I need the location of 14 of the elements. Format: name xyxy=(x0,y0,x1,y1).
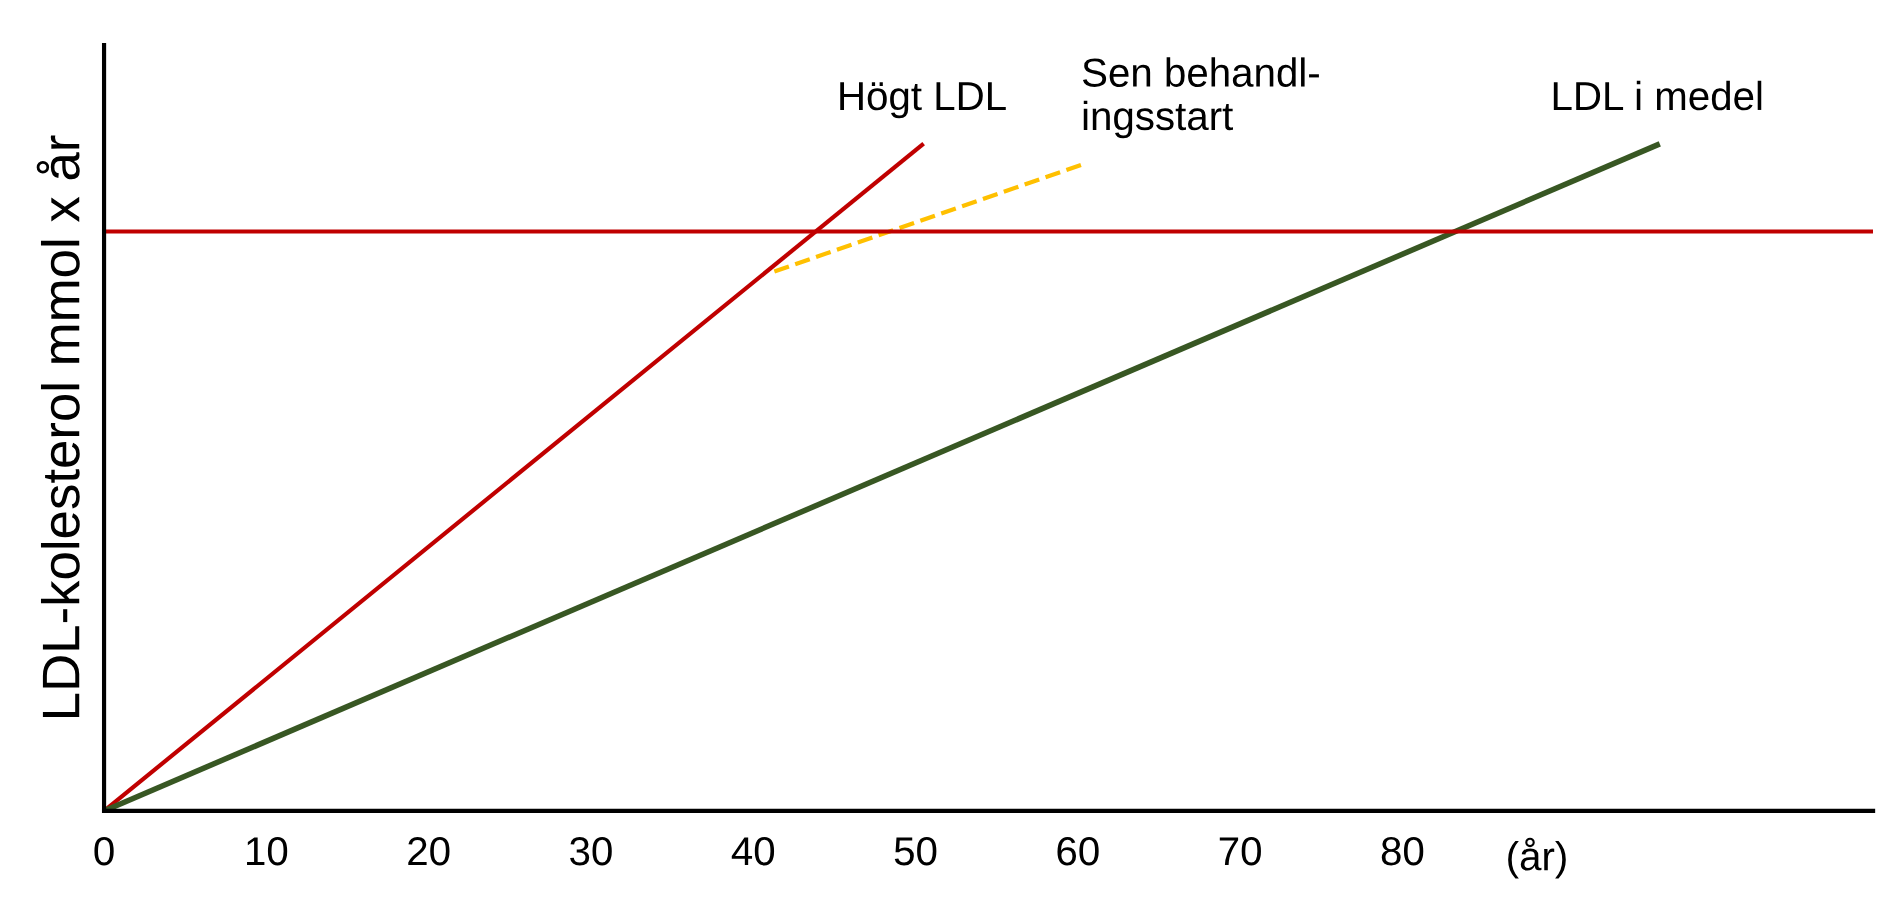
x-axis-title: (år) xyxy=(1508,837,1566,879)
x-tick-label: 80 xyxy=(1381,836,1424,866)
x-tick-label: 70 xyxy=(1219,836,1261,866)
x-tick-label: 50 xyxy=(894,836,937,866)
x-tick-label: 60 xyxy=(1057,836,1099,866)
y-axis-title: LDL-kolesterol mmol x år xyxy=(36,135,80,717)
x-tick-label: 10 xyxy=(247,836,288,866)
series-label: LDL i medel xyxy=(1553,80,1762,111)
series-label: Sen behandl- ingsstart xyxy=(1082,57,1319,139)
x-tick-label: 0 xyxy=(94,836,114,866)
x-tick-label: 20 xyxy=(408,836,450,866)
series-label: Högt LDL xyxy=(840,82,1006,119)
x-tick-label: 40 xyxy=(731,836,775,866)
x-tick-label: 30 xyxy=(570,836,612,866)
